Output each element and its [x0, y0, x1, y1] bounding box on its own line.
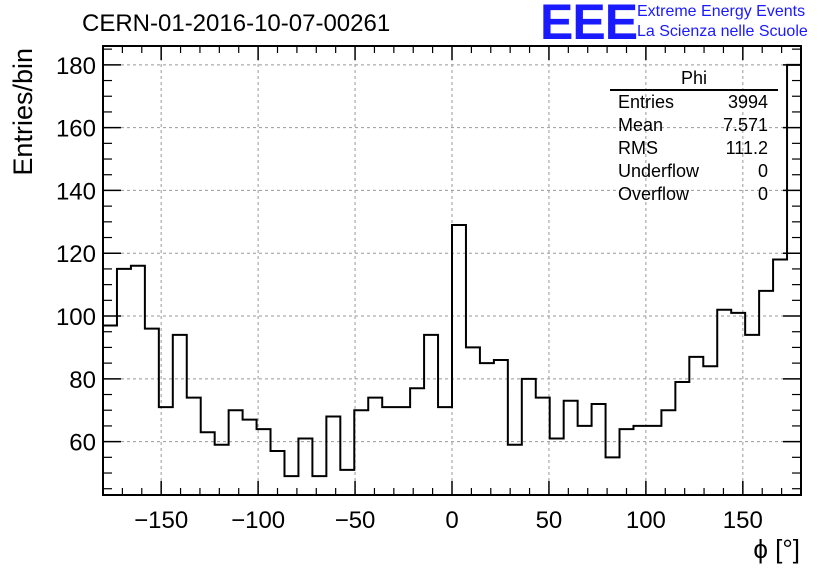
x-tick-labels: −150 −100 −50 0 50 100 150: [134, 507, 763, 534]
stat-value: 0: [757, 161, 768, 181]
stat-label: Mean: [618, 115, 664, 135]
stat-row-overflow: Overflow 0: [610, 183, 778, 206]
stat-label: Entries: [618, 92, 675, 112]
stat-value: 3994: [727, 92, 768, 112]
stat-label: RMS: [618, 138, 658, 158]
x-axis-label: ϕ [°]: [753, 534, 800, 564]
stat-value: 0: [757, 184, 768, 204]
logo-mark: EEE: [540, 0, 638, 50]
stats-box: Phi Entries 3994 Mean 7.571 RMS 111.2 Un…: [610, 68, 778, 206]
x-tick-label: 100: [626, 507, 666, 534]
y-tick-label: 140: [56, 178, 96, 205]
histogram-line: [103, 63, 801, 478]
stat-label: Underflow: [618, 161, 700, 181]
y-tick-label: 160: [56, 116, 96, 143]
logo-text-line1: Extreme Energy Events: [637, 3, 806, 20]
y-tick-labels: 60 80 100 120 140 160 180: [56, 53, 96, 457]
y-tick-label: 100: [56, 304, 96, 331]
y-tick-label: 120: [56, 241, 96, 268]
stats-title: Phi: [610, 68, 778, 91]
stat-row-entries: Entries 3994: [610, 91, 778, 114]
x-tick-label: 150: [723, 507, 763, 534]
eee-logo: EEE Extreme Energy Events La Scienza nel…: [540, 0, 832, 50]
page-title: CERN-01-2016-10-07-00261: [82, 10, 391, 37]
x-tick-label: 0: [445, 507, 458, 534]
axis-ticks: [103, 46, 801, 495]
y-tick-label: 180: [56, 53, 96, 80]
logo-text-line2: La Scienza nelle Scuole: [637, 23, 808, 40]
y-tick-label: 80: [69, 367, 96, 394]
x-tick-label: −100: [231, 507, 285, 534]
y-tick-label: 60: [69, 430, 96, 457]
stat-row-underflow: Underflow 0: [610, 160, 778, 183]
stat-label: Overflow: [618, 184, 690, 204]
x-tick-label: −50: [335, 507, 376, 534]
stat-row-mean: Mean 7.571: [610, 114, 778, 137]
stat-row-rms: RMS 111.2: [610, 137, 778, 160]
x-tick-label: −150: [134, 507, 188, 534]
stat-value: 111.2: [725, 138, 768, 158]
y-axis-label: Entries/bin: [8, 48, 38, 176]
plot-frame: [102, 45, 802, 496]
x-tick-label: 50: [536, 507, 563, 534]
stat-value: 7.571: [722, 115, 768, 135]
